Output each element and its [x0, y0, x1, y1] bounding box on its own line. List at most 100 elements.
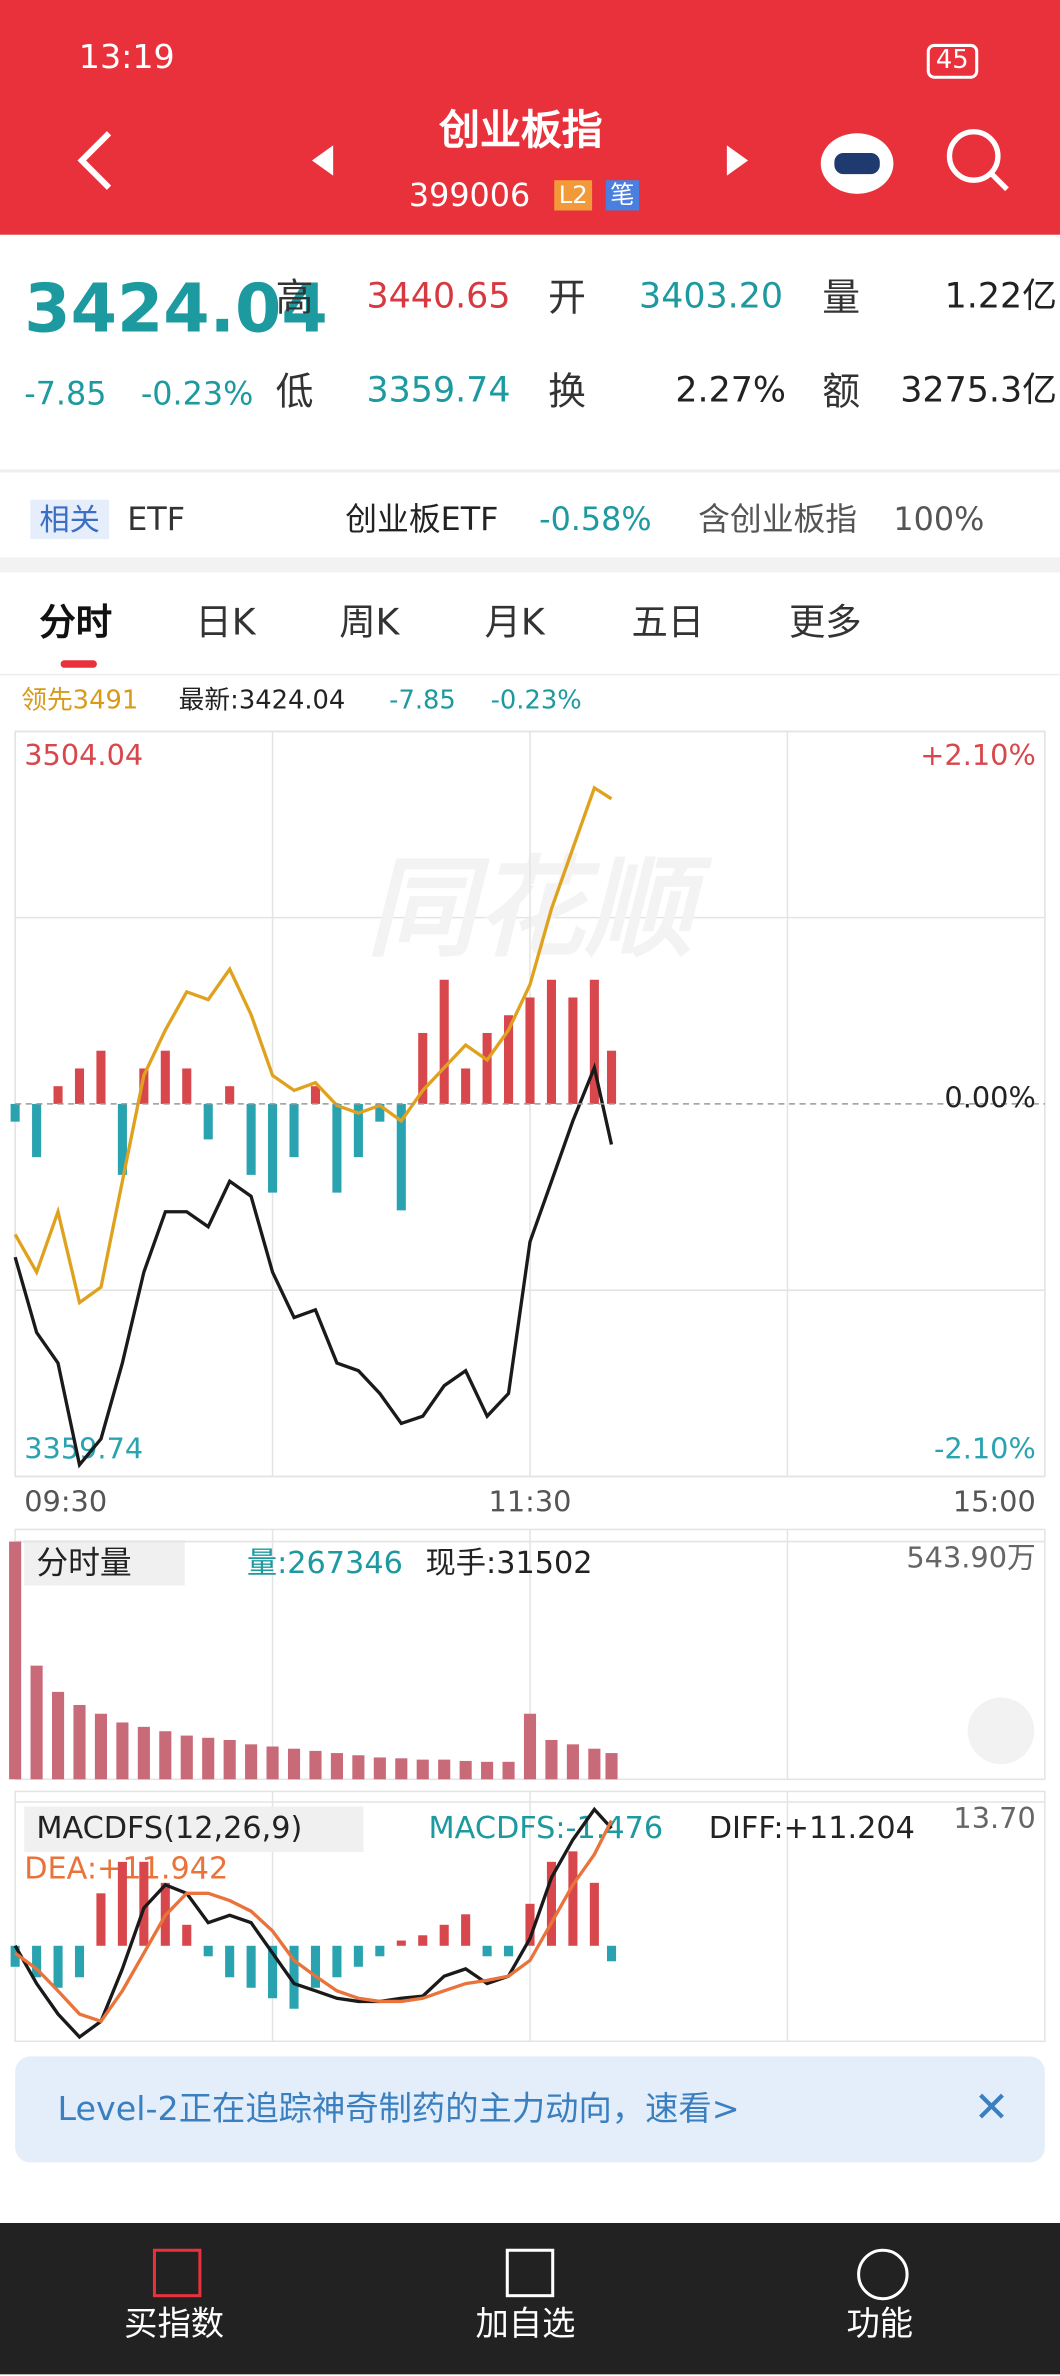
etf-fund[interactable]: 创业板ETF — [345, 501, 499, 538]
bar — [268, 1103, 278, 1193]
bar — [32, 1103, 42, 1158]
field-value: 3403.20 — [639, 277, 784, 317]
volume-label: 量:267346 — [247, 1546, 403, 1581]
header-title: 创业板指 — [439, 107, 603, 155]
nav-icon — [152, 2248, 202, 2298]
bar — [566, 1744, 579, 1780]
latest-change-pct: -0.23% — [490, 685, 582, 717]
title-box[interactable] — [24, 1806, 364, 1852]
bar — [30, 1665, 43, 1780]
bar — [180, 1735, 193, 1780]
bar — [74, 1945, 85, 1978]
tab[interactable]: 月K — [484, 601, 545, 644]
change-pct: -0.23% — [140, 375, 254, 412]
bar — [439, 979, 449, 1104]
field-value: 2.27% — [675, 371, 787, 411]
nav-item[interactable]: 买指数 — [124, 2306, 225, 2345]
last-price: 3424.04 — [24, 271, 328, 349]
bar — [352, 1755, 365, 1780]
field-label: 高 — [275, 275, 314, 320]
y-tick-label: 543.90万 — [906, 1541, 1035, 1575]
field-value: 3440.65 — [366, 277, 511, 317]
bar — [504, 1945, 514, 1957]
battery: 45 — [926, 43, 978, 79]
bar — [418, 1032, 428, 1104]
search-button[interactable] — [946, 129, 1001, 183]
tab[interactable]: 更多 — [788, 601, 862, 644]
badge: 笔 — [605, 180, 640, 211]
bar — [482, 1945, 492, 1957]
bar — [332, 1103, 342, 1193]
bar — [438, 1759, 451, 1780]
bar — [73, 1704, 86, 1780]
title-box[interactable] — [24, 1540, 185, 1586]
badge: L2 — [554, 180, 593, 211]
bar — [481, 1761, 494, 1780]
field-value: 3275.3亿 — [900, 371, 1057, 411]
bar — [182, 1068, 192, 1104]
bar — [287, 1748, 301, 1780]
bar — [332, 1945, 342, 1978]
bar — [10, 1103, 20, 1122]
x-tick-label: 15:00 — [953, 1485, 1036, 1519]
volume-title: 分时量 — [36, 1544, 131, 1581]
bar — [330, 1753, 343, 1780]
bar — [605, 1753, 618, 1780]
tab[interactable]: 分时 — [39, 601, 113, 644]
bar — [246, 1103, 256, 1175]
bar — [74, 1068, 85, 1104]
bar — [182, 1924, 192, 1946]
y-tick-label: 3504.04 — [24, 738, 143, 772]
line — [14, 1819, 613, 2024]
bar — [589, 1882, 599, 1946]
bar — [353, 1103, 363, 1158]
etf-label: ETF — [127, 501, 186, 538]
bar — [9, 1541, 22, 1780]
bar — [203, 1945, 213, 1957]
status-time: 13:19 — [78, 39, 175, 78]
header-icons — [77, 129, 1009, 194]
bar — [53, 1945, 63, 1988]
y2-tick-label: -2.10% — [934, 1432, 1036, 1466]
bar — [159, 1731, 172, 1780]
lead-label: 领先3491 — [21, 685, 139, 717]
bar — [160, 1050, 170, 1104]
tab[interactable]: 日K — [195, 601, 256, 644]
field-label: 低 — [275, 369, 314, 414]
prev-button[interactable] — [311, 145, 334, 176]
next-button[interactable] — [726, 145, 749, 176]
expand-button[interactable] — [967, 1697, 1035, 1765]
banner-close[interactable]: ✕ — [973, 2082, 1010, 2133]
tab[interactable]: 周K — [339, 601, 400, 644]
bar — [116, 1722, 129, 1780]
diff-label: DIFF:+11.204 — [709, 1811, 915, 1846]
field-value: 1.22亿 — [944, 277, 1057, 317]
back-button[interactable] — [77, 131, 112, 190]
bar — [606, 1945, 617, 1962]
nav-item[interactable]: 加自选 — [475, 2306, 576, 2345]
x-tick-label: 09:30 — [24, 1485, 107, 1519]
bar — [32, 1945, 42, 1978]
latest-change: -7.85 — [389, 685, 456, 717]
bar — [245, 1744, 258, 1780]
bar — [461, 1068, 471, 1104]
bar — [202, 1737, 215, 1780]
bar — [266, 1746, 279, 1780]
bar — [246, 1945, 256, 1988]
bar — [139, 1068, 149, 1104]
bar — [310, 1945, 321, 1988]
bar — [439, 1924, 449, 1946]
bar — [396, 1103, 406, 1211]
tab[interactable]: 五日 — [631, 601, 705, 644]
bar — [568, 1851, 578, 1946]
field-label: 换 — [548, 369, 587, 414]
bar — [268, 1945, 278, 1999]
banner[interactable] — [15, 2056, 1045, 2163]
bar — [418, 1935, 428, 1946]
x-tick-label: 11:30 — [489, 1485, 572, 1519]
nav-item[interactable]: 功能 — [846, 2306, 914, 2345]
bar — [375, 1103, 385, 1122]
bottom-nav — [0, 2222, 1060, 2375]
etf-tag: 相关 — [30, 499, 110, 540]
